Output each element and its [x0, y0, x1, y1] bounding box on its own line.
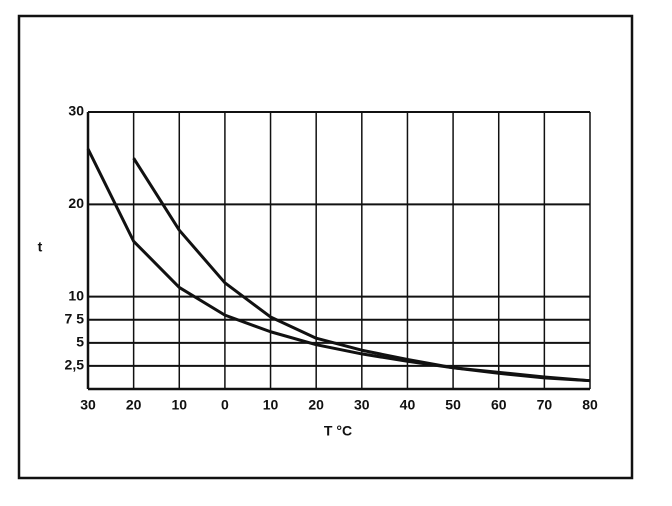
y-tick-label: 2,5 [65, 357, 85, 373]
x-tick-label: 0 [221, 397, 229, 413]
y-tick-label: 20 [68, 195, 84, 211]
x-tick-label: 10 [263, 397, 279, 413]
frame [17, 14, 634, 480]
y-tick-label: 10 [68, 287, 84, 303]
x-tick-label: 50 [445, 397, 461, 413]
y-tick-label: 5 [76, 334, 84, 350]
x-tick-label: 60 [491, 397, 507, 413]
x-tick-label: 80 [582, 397, 598, 413]
y-axis-label: t [38, 239, 43, 255]
curve [86, 148, 591, 383]
x-axis-label: T °C [324, 423, 352, 439]
x-tick-label: 30 [354, 397, 370, 413]
x-tick-label: 40 [400, 397, 416, 413]
x-tick-label: 10 [171, 397, 187, 413]
x-tick-label: 30 [80, 397, 96, 413]
x-tick-label: 20 [126, 397, 142, 413]
x-tick-label: 20 [308, 397, 324, 413]
y-tick-label: 30 [68, 103, 84, 119]
x-tick-label: 70 [537, 397, 553, 413]
y-tick-label: 7 5 [65, 310, 85, 326]
